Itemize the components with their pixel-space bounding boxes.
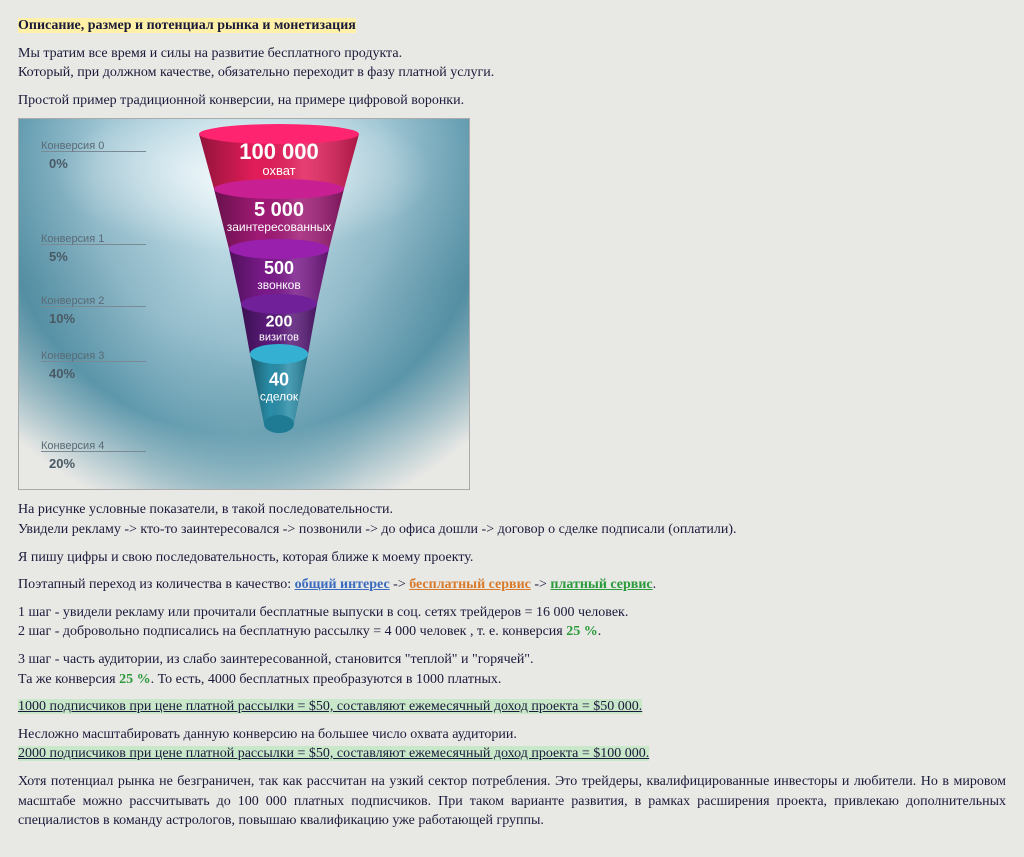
stage-1: общий интерес — [295, 577, 390, 592]
stage-arrow-1: -> — [390, 577, 410, 592]
steps-1-2: 1 шаг - увидели рекламу или прочитали бе… — [18, 603, 1006, 642]
stage-transition-line: Поэтапный переход из количества в качест… — [18, 575, 1006, 595]
funnel-left-pct: 0% — [49, 155, 68, 173]
revenue-line-1: 1000 подписчиков при цене платной рассыл… — [18, 699, 642, 714]
step-2a: 2 шаг - добровольно подписались на беспл… — [18, 624, 566, 639]
svg-text:5 000: 5 000 — [254, 199, 304, 221]
document-body: Описание, размер и потенциал рынка и мон… — [0, 0, 1024, 857]
after-funnel-paragraph: На рисунке условные показатели, в такой … — [18, 500, 1006, 539]
funnel-left-label: Конверсия 3 — [41, 349, 104, 364]
funnel-chart: 100 000охват 5 000заинтересованных 500звон… — [18, 118, 470, 490]
funnel-left-label: Конверсия 0 — [41, 139, 104, 154]
svg-text:сделок: сделок — [260, 390, 299, 404]
step-3b2: . То есть, 4000 бесплатных преобразуются… — [151, 672, 502, 687]
section-title-text: Описание, размер и потенциал рынка и мон… — [18, 18, 356, 33]
after-line-2: Увидели рекламу -> кто-то заинтересовалс… — [18, 522, 736, 537]
funnel-left-label: Конверсия 4 — [41, 439, 104, 454]
svg-text:звонков: звонков — [257, 278, 300, 292]
section-title: Описание, размер и потенциал рынка и мон… — [18, 16, 1006, 36]
intro-line-3: Простой пример традиционной конверсии, н… — [18, 91, 1006, 111]
funnel-left-pct: 40% — [49, 365, 75, 383]
svg-text:заинтересованных: заинтересованных — [227, 220, 332, 234]
step-3: 3 шаг - часть аудитории, из слабо заинте… — [18, 650, 1006, 689]
scale-and-revenue-2: Несложно масштабировать данную конверсию… — [18, 725, 1006, 764]
revenue-line-2: 2000 подписчиков при цене платной рассыл… — [18, 746, 649, 761]
svg-text:охват: охват — [262, 163, 295, 178]
step-3-pct: 25 % — [119, 672, 151, 687]
step-1: 1 шаг - увидели рекламу или прочитали бе… — [18, 605, 628, 620]
svg-text:визитов: визитов — [259, 332, 299, 344]
step-3a: 3 шаг - часть аудитории, из слабо заинте… — [18, 652, 534, 667]
intro-line-2: Который, при должном качестве, обязатель… — [18, 65, 494, 80]
after-line-3: Я пишу цифры и свою последовательность, … — [18, 548, 1006, 568]
svg-text:500: 500 — [264, 258, 294, 278]
intro-paragraph: Мы тратим все время и силы на развитие б… — [18, 44, 1006, 83]
stage-prefix: Поэтапный переход из количества в качест… — [18, 577, 295, 592]
stage-2: бесплатный сервис — [409, 577, 531, 592]
funnel-left-pct: 10% — [49, 310, 75, 328]
svg-text:100 000: 100 000 — [239, 139, 319, 164]
stage-3: платный сервис — [550, 577, 652, 592]
scale-line: Несложно масштабировать данную конверсию… — [18, 727, 517, 742]
after-line-1: На рисунке условные показатели, в такой … — [18, 502, 393, 517]
svg-text:200: 200 — [266, 314, 293, 331]
funnel-left-pct: 20% — [49, 455, 75, 473]
funnel-left-label: Конверсия 1 — [41, 232, 104, 247]
intro-line-1: Мы тратим все время и силы на развитие б… — [18, 46, 402, 61]
market-potential: Хотя потенциал рынка не безграничен, так… — [18, 772, 1006, 831]
svg-text:40: 40 — [269, 370, 289, 390]
step-2-pct: 25 % — [566, 624, 598, 639]
funnel-left-pct: 5% — [49, 248, 68, 266]
revenue-1-wrap: 1000 подписчиков при цене платной рассыл… — [18, 697, 1006, 717]
step-3b1: Та же конверсия — [18, 672, 119, 687]
funnel-left-label: Конверсия 2 — [41, 294, 104, 309]
stage-arrow-2: -> — [531, 577, 551, 592]
